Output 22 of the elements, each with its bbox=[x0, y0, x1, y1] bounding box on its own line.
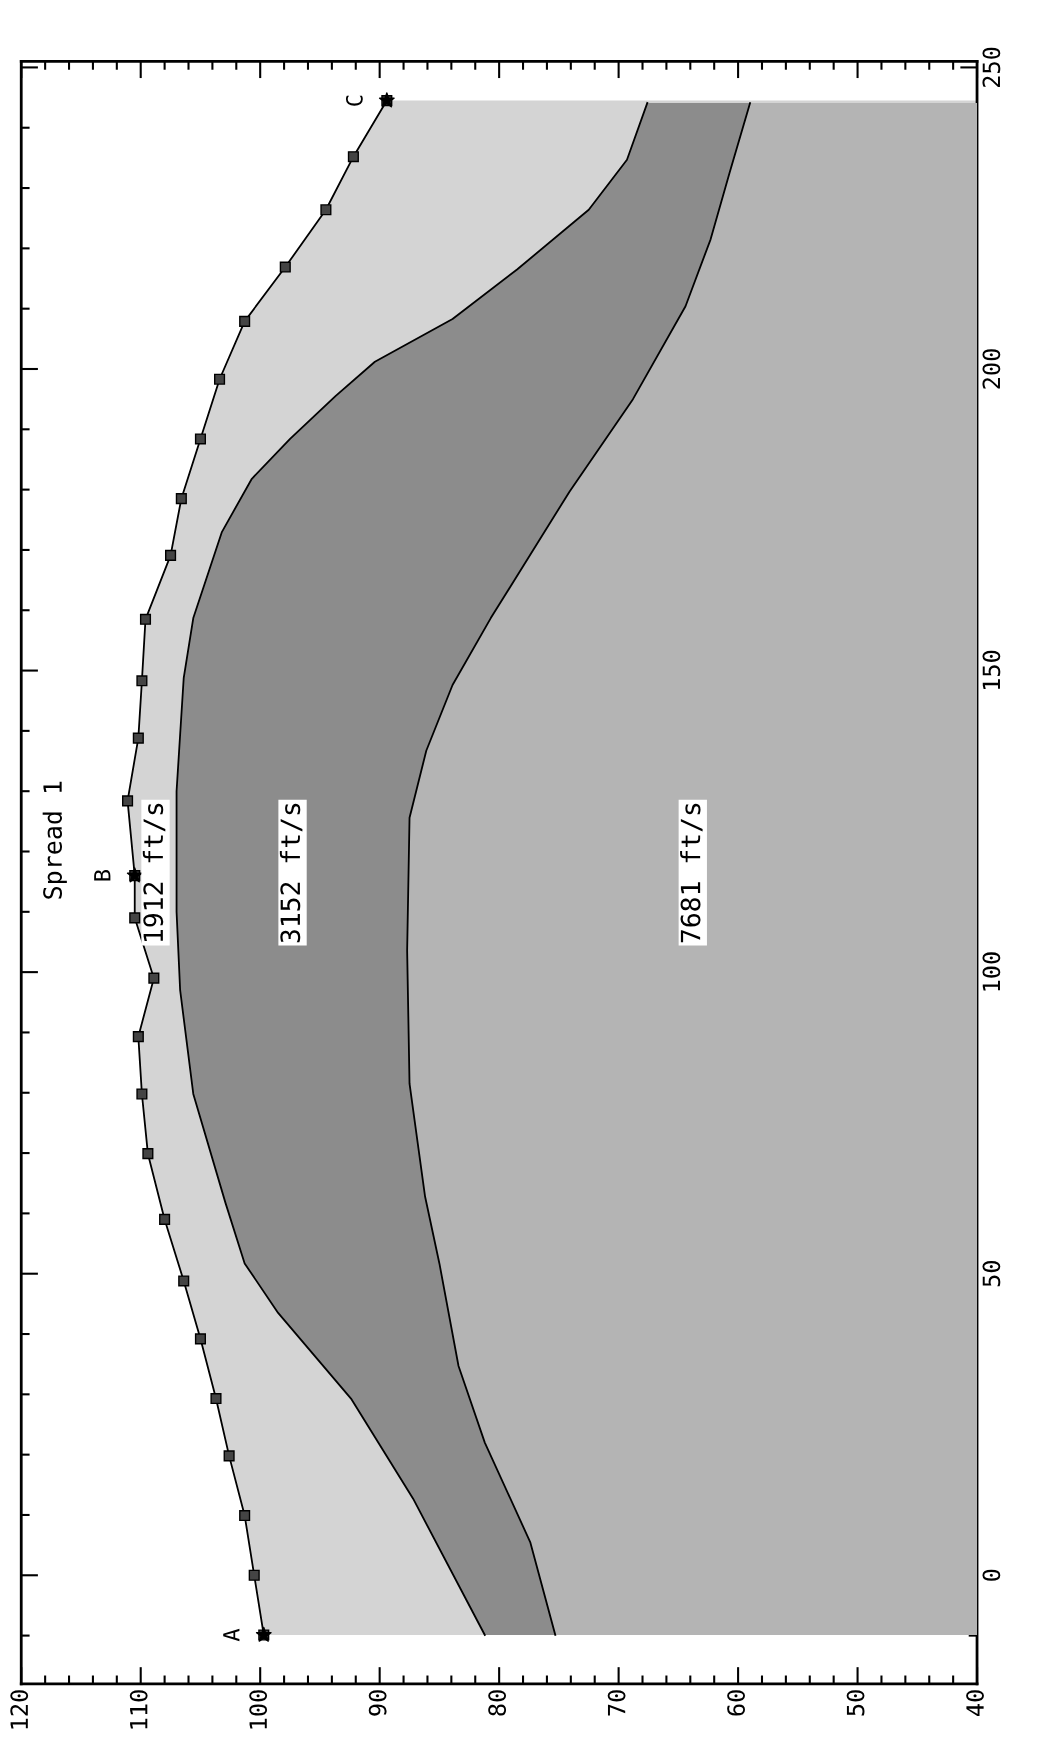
x-tick-label: 90 bbox=[368, 1690, 387, 1716]
x-tick-label: 100 bbox=[249, 1690, 268, 1729]
x-tick-label: 60 bbox=[727, 1690, 745, 1716]
x-tick-label: 120 bbox=[10, 1690, 29, 1729]
annotation: 7681 ft/s bbox=[680, 803, 703, 943]
x-tick-label: 110 bbox=[129, 1690, 148, 1729]
annotation: A bbox=[223, 1628, 240, 1642]
y-tick-label: 0 bbox=[982, 1569, 1001, 1581]
y-tick-label: 50 bbox=[982, 1261, 1001, 1287]
x-tick-label: 40 bbox=[966, 1690, 984, 1716]
x-tick-label: 50 bbox=[846, 1690, 865, 1716]
annotation: 3152 ft/s bbox=[279, 803, 303, 943]
x-tick-label: 80 bbox=[488, 1690, 507, 1716]
annotation: B bbox=[94, 869, 111, 881]
y-tick-label: 150 bbox=[982, 650, 1001, 690]
text: Spread 1 bbox=[42, 781, 67, 899]
y-tick-label: 200 bbox=[982, 349, 1001, 389]
x-tick-label: 70 bbox=[607, 1690, 626, 1716]
y-tick-label: 250 bbox=[982, 47, 1001, 87]
y-tick-label: 100 bbox=[982, 952, 1001, 991]
annotation: C bbox=[345, 95, 363, 106]
annotation: 1912 ft/s bbox=[142, 803, 166, 941]
